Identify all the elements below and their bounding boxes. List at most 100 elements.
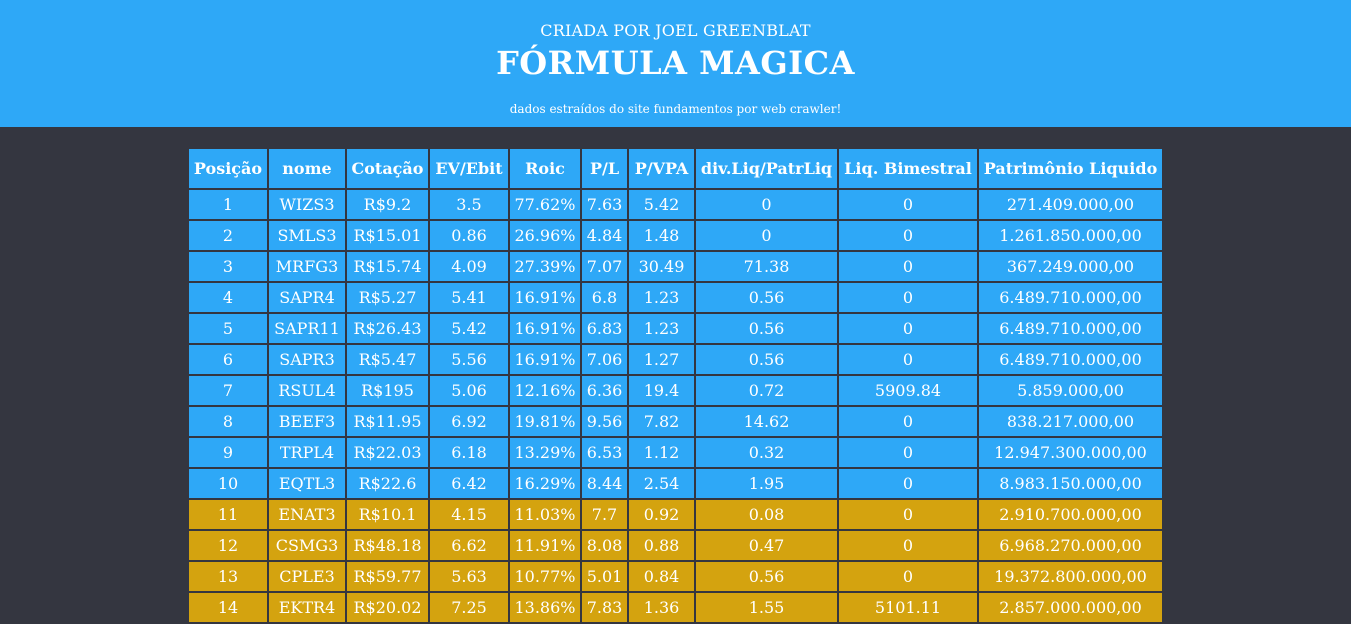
cell-name: SAPR11 xyxy=(269,314,345,343)
cell-pvpa: 1.23 xyxy=(629,314,694,343)
cell-position: 11 xyxy=(189,500,267,529)
cell-price: R$9.2 xyxy=(347,190,428,219)
cell-roic: 11.91% xyxy=(510,531,580,560)
cell-bimonthly-liquidity: 0 xyxy=(839,562,977,591)
column-header-pvpa: P/VPA xyxy=(629,149,694,188)
cell-position: 2 xyxy=(189,221,267,250)
cell-net-debt-equity: 0.72 xyxy=(696,376,837,405)
cell-position: 13 xyxy=(189,562,267,591)
cell-name: WIZS3 xyxy=(269,190,345,219)
cell-pl: 7.06 xyxy=(582,345,627,374)
cell-roic: 16.91% xyxy=(510,314,580,343)
cell-net-equity: 2.910.700.000,00 xyxy=(979,500,1162,529)
cell-name: SMLS3 xyxy=(269,221,345,250)
cell-ev-ebit: 5.41 xyxy=(430,283,508,312)
cell-bimonthly-liquidity: 0 xyxy=(839,469,977,498)
cell-net-debt-equity: 0.56 xyxy=(696,345,837,374)
column-header-name: nome xyxy=(269,149,345,188)
column-header-position: Posição xyxy=(189,149,267,188)
cell-net-debt-equity: 0.08 xyxy=(696,500,837,529)
cell-net-debt-equity: 71.38 xyxy=(696,252,837,281)
cell-net-debt-equity: 0.32 xyxy=(696,438,837,467)
column-header-ev-ebit: EV/Ebit xyxy=(430,149,508,188)
cell-position: 10 xyxy=(189,469,267,498)
cell-price: R$48.18 xyxy=(347,531,428,560)
cell-bimonthly-liquidity: 5909.84 xyxy=(839,376,977,405)
cell-name: RSUL4 xyxy=(269,376,345,405)
cell-bimonthly-liquidity: 5101.11 xyxy=(839,593,977,622)
table-body: 1 WIZS3 R$9.2 3.5 77.62% 7.63 5.42 0 0 271.409.00… xyxy=(189,190,1162,622)
cell-price: R$15.01 xyxy=(347,221,428,250)
cell-ev-ebit: 4.15 xyxy=(430,500,508,529)
table-row: 3 MRFG3 R$15.74 4.09 27.39% 7.07 30.49 71.38 0 36… xyxy=(189,252,1162,281)
cell-pl: 4.84 xyxy=(582,221,627,250)
cell-name: EQTL3 xyxy=(269,469,345,498)
cell-position: 1 xyxy=(189,190,267,219)
cell-name: CSMG3 xyxy=(269,531,345,560)
cell-pl: 5.01 xyxy=(582,562,627,591)
cell-pl: 7.07 xyxy=(582,252,627,281)
cell-bimonthly-liquidity: 0 xyxy=(839,345,977,374)
cell-net-equity: 6.489.710.000,00 xyxy=(979,345,1162,374)
cell-position: 6 xyxy=(189,345,267,374)
table-row: 13 CPLE3 R$59.77 5.63 10.77% 5.01 0.84 0.56 0 19.… xyxy=(189,562,1162,591)
table-row: 12 CSMG3 R$48.18 6.62 11.91% 8.08 0.88 0.47 0 6.9… xyxy=(189,531,1162,560)
cell-name: ENAT3 xyxy=(269,500,345,529)
cell-ev-ebit: 4.09 xyxy=(430,252,508,281)
page-header: CRIADA POR JOEL GREENBLAT FÓRMULA MAGICA… xyxy=(0,0,1351,127)
column-header-bimonthly-liquidity: Liq. Bimestral xyxy=(839,149,977,188)
cell-name: SAPR4 xyxy=(269,283,345,312)
cell-pvpa: 0.84 xyxy=(629,562,694,591)
cell-ev-ebit: 6.62 xyxy=(430,531,508,560)
cell-roic: 19.81% xyxy=(510,407,580,436)
cell-net-equity: 6.489.710.000,00 xyxy=(979,283,1162,312)
cell-position: 9 xyxy=(189,438,267,467)
table-row: 7 RSUL4 R$195 5.06 12.16% 6.36 19.4 0.72 5909.84… xyxy=(189,376,1162,405)
cell-roic: 26.96% xyxy=(510,221,580,250)
table-row: 9 TRPL4 R$22.03 6.18 13.29% 6.53 1.12 0.32 0 12.9… xyxy=(189,438,1162,467)
cell-position: 4 xyxy=(189,283,267,312)
cell-price: R$5.47 xyxy=(347,345,428,374)
cell-pl: 8.44 xyxy=(582,469,627,498)
cell-net-equity: 271.409.000,00 xyxy=(979,190,1162,219)
cell-pvpa: 2.54 xyxy=(629,469,694,498)
cell-ev-ebit: 0.86 xyxy=(430,221,508,250)
cell-price: R$20.02 xyxy=(347,593,428,622)
cell-pl: 6.53 xyxy=(582,438,627,467)
cell-position: 12 xyxy=(189,531,267,560)
cell-net-equity: 19.372.800.000,00 xyxy=(979,562,1162,591)
cell-name: SAPR3 xyxy=(269,345,345,374)
cell-position: 3 xyxy=(189,252,267,281)
cell-bimonthly-liquidity: 0 xyxy=(839,531,977,560)
cell-roic: 27.39% xyxy=(510,252,580,281)
cell-ev-ebit: 6.92 xyxy=(430,407,508,436)
cell-net-equity: 838.217.000,00 xyxy=(979,407,1162,436)
cell-price: R$11.95 xyxy=(347,407,428,436)
cell-ev-ebit: 6.42 xyxy=(430,469,508,498)
cell-net-debt-equity: 1.95 xyxy=(696,469,837,498)
table-row: 6 SAPR3 R$5.47 5.56 16.91% 7.06 1.27 0.56 0 6.489… xyxy=(189,345,1162,374)
cell-pvpa: 1.27 xyxy=(629,345,694,374)
cell-net-equity: 6.489.710.000,00 xyxy=(979,314,1162,343)
column-header-pl: P/L xyxy=(582,149,627,188)
cell-position: 5 xyxy=(189,314,267,343)
cell-net-equity: 6.968.270.000,00 xyxy=(979,531,1162,560)
cell-net-debt-equity: 0.56 xyxy=(696,283,837,312)
cell-pvpa: 5.42 xyxy=(629,190,694,219)
cell-pl: 6.36 xyxy=(582,376,627,405)
cell-pl: 6.83 xyxy=(582,314,627,343)
page-title: FÓRMULA MAGICA xyxy=(496,44,855,82)
cell-pl: 8.08 xyxy=(582,531,627,560)
column-header-price: Cotação xyxy=(347,149,428,188)
cell-ev-ebit: 3.5 xyxy=(430,190,508,219)
cell-pl: 9.56 xyxy=(582,407,627,436)
cell-price: R$26.43 xyxy=(347,314,428,343)
table-header-row: Posição nome Cotação EV/Ebit Roic P/L P/VPA div… xyxy=(189,149,1162,188)
cell-price: R$22.6 xyxy=(347,469,428,498)
table-row: 1 WIZS3 R$9.2 3.5 77.62% 7.63 5.42 0 0 271.409.00… xyxy=(189,190,1162,219)
ranking-table: Posição nome Cotação EV/Ebit Roic P/L P/VPA div… xyxy=(187,147,1164,624)
table-row: 8 BEEF3 R$11.95 6.92 19.81% 9.56 7.82 14.62 0 838… xyxy=(189,407,1162,436)
cell-bimonthly-liquidity: 0 xyxy=(839,500,977,529)
cell-ev-ebit: 5.63 xyxy=(430,562,508,591)
table-row: 10 EQTL3 R$22.6 6.42 16.29% 8.44 2.54 1.95 0 8.98… xyxy=(189,469,1162,498)
